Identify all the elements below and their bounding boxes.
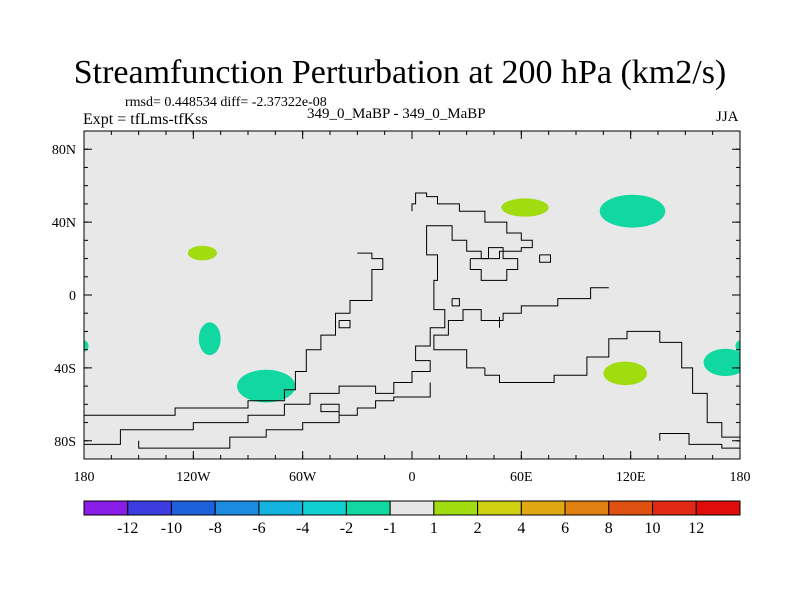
west-tethys-islet: [451, 298, 460, 307]
season-label: JJA: [716, 109, 739, 125]
x-tick-label: 0: [409, 470, 416, 485]
positive-anomaly-east-pacific: [187, 245, 218, 261]
case-label: 349_0_MaBP - 349_0_MaBP: [307, 106, 486, 122]
tarim-fragment: [539, 254, 551, 263]
colorbar-label: 4: [517, 520, 525, 537]
x-tick-label: 60W: [289, 470, 317, 485]
colorbar-swatch: [652, 500, 697, 516]
colorbar-label: -4: [296, 520, 309, 537]
colorbar-swatch: [520, 500, 566, 516]
y-tick-label: 0: [69, 289, 76, 304]
chart-title: Streamfunction Perturbation at 200 hPa (…: [73, 54, 727, 91]
colorbar-swatch: [564, 500, 610, 516]
colorbar-swatch: [302, 500, 347, 516]
negative-anomaly-dateline-west: [735, 340, 740, 352]
colorbar-label: -10: [161, 520, 182, 537]
colorbar-swatch: [214, 500, 260, 516]
south-china-fragment: [659, 433, 740, 449]
x-tick-label: 180: [730, 470, 751, 485]
colorbar-label: 6: [561, 520, 569, 537]
negative-anomaly-southeast-pacific: [237, 369, 296, 403]
colorbar-label: -12: [117, 520, 138, 537]
colorbar-label: 2: [474, 520, 482, 537]
colorbar-label: -8: [209, 520, 222, 537]
experiment-label: Expt = tfLms-tfKss: [83, 111, 208, 128]
colorbar-swatch: [258, 500, 304, 516]
negative-anomaly-dateline-east: [84, 340, 89, 352]
colorbar-swatch: [695, 500, 741, 516]
colorbar-swatch: [608, 500, 654, 516]
colorbar-swatch: [477, 500, 522, 516]
colorbar-label: -6: [252, 520, 265, 537]
x-tick-label: 180: [74, 470, 95, 485]
x-tick-label: 120E: [616, 470, 646, 485]
colorbar-label: 12: [688, 520, 704, 537]
x-tick-label: 60E: [510, 470, 533, 485]
east-asia-blocks: [433, 287, 609, 369]
negative-anomaly-southwest-pacific: [703, 348, 740, 377]
y-tick-label: 40S: [54, 362, 76, 377]
colorbar-swatch: [345, 500, 391, 516]
colorbar-swatch: [83, 500, 129, 516]
plot-layer: [84, 192, 740, 449]
y-tick-label: 80S: [54, 435, 76, 450]
y-tick-label: 40N: [52, 216, 76, 231]
negative-anomaly-south-pacific: [198, 322, 221, 356]
siberia-cratonic-margin: [484, 330, 740, 438]
gondwana-south-margin: [84, 192, 533, 445]
tethys-north-shore: [338, 320, 351, 329]
x-tick-label: 120W: [176, 470, 211, 485]
colorbar-swatch: [389, 500, 435, 516]
colorbar-label: 8: [605, 520, 613, 537]
colorbar-swatch: [127, 500, 172, 516]
panthalassa-inner-coast: [138, 382, 431, 449]
colorbar-label: -1: [383, 520, 396, 537]
colorbar-label: 1: [430, 520, 438, 537]
colorbar-swatch: [170, 500, 216, 516]
stats-label: rmsd= 0.448534 diff= -2.37322e-08: [125, 95, 327, 110]
colorbar-swatch: [433, 500, 479, 516]
africa-eurasia-outline: [84, 252, 384, 416]
positive-anomaly-south-indian: [603, 361, 648, 386]
colorbar-label: 10: [645, 520, 661, 537]
positive-anomaly-europe: [501, 198, 549, 217]
map-background: [84, 131, 740, 459]
qiangtang-fragment: [469, 247, 519, 281]
y-tick-label: 80N: [52, 143, 76, 158]
colorbar-label: -2: [340, 520, 353, 537]
east-tethys-islet: [667, 433, 690, 441]
negative-anomaly-north-pacific: [599, 194, 666, 228]
